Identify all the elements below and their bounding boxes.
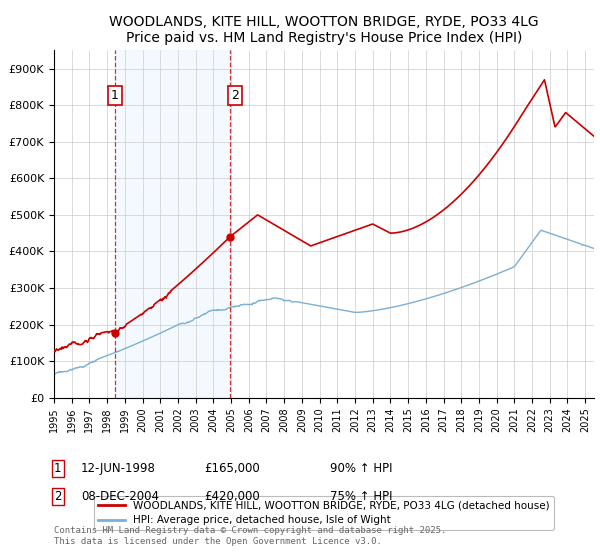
Text: Contains HM Land Registry data © Crown copyright and database right 2025.
This d: Contains HM Land Registry data © Crown c… [54,526,446,546]
Text: 75% ↑ HPI: 75% ↑ HPI [330,490,392,503]
Legend: WOODLANDS, KITE HILL, WOOTTON BRIDGE, RYDE, PO33 4LG (detached house), HPI: Aver: WOODLANDS, KITE HILL, WOOTTON BRIDGE, RY… [94,496,554,530]
Text: 1: 1 [111,89,119,102]
Text: 2: 2 [232,89,239,102]
Text: 2: 2 [54,490,62,503]
Text: 12-JUN-1998: 12-JUN-1998 [81,462,156,475]
Text: 1: 1 [54,462,62,475]
Text: £420,000: £420,000 [204,490,260,503]
Title: WOODLANDS, KITE HILL, WOOTTON BRIDGE, RYDE, PO33 4LG
Price paid vs. HM Land Regi: WOODLANDS, KITE HILL, WOOTTON BRIDGE, RY… [109,15,539,45]
Text: 08-DEC-2004: 08-DEC-2004 [81,490,159,503]
Text: £165,000: £165,000 [204,462,260,475]
Text: 90% ↑ HPI: 90% ↑ HPI [330,462,392,475]
Bar [115,50,230,398]
